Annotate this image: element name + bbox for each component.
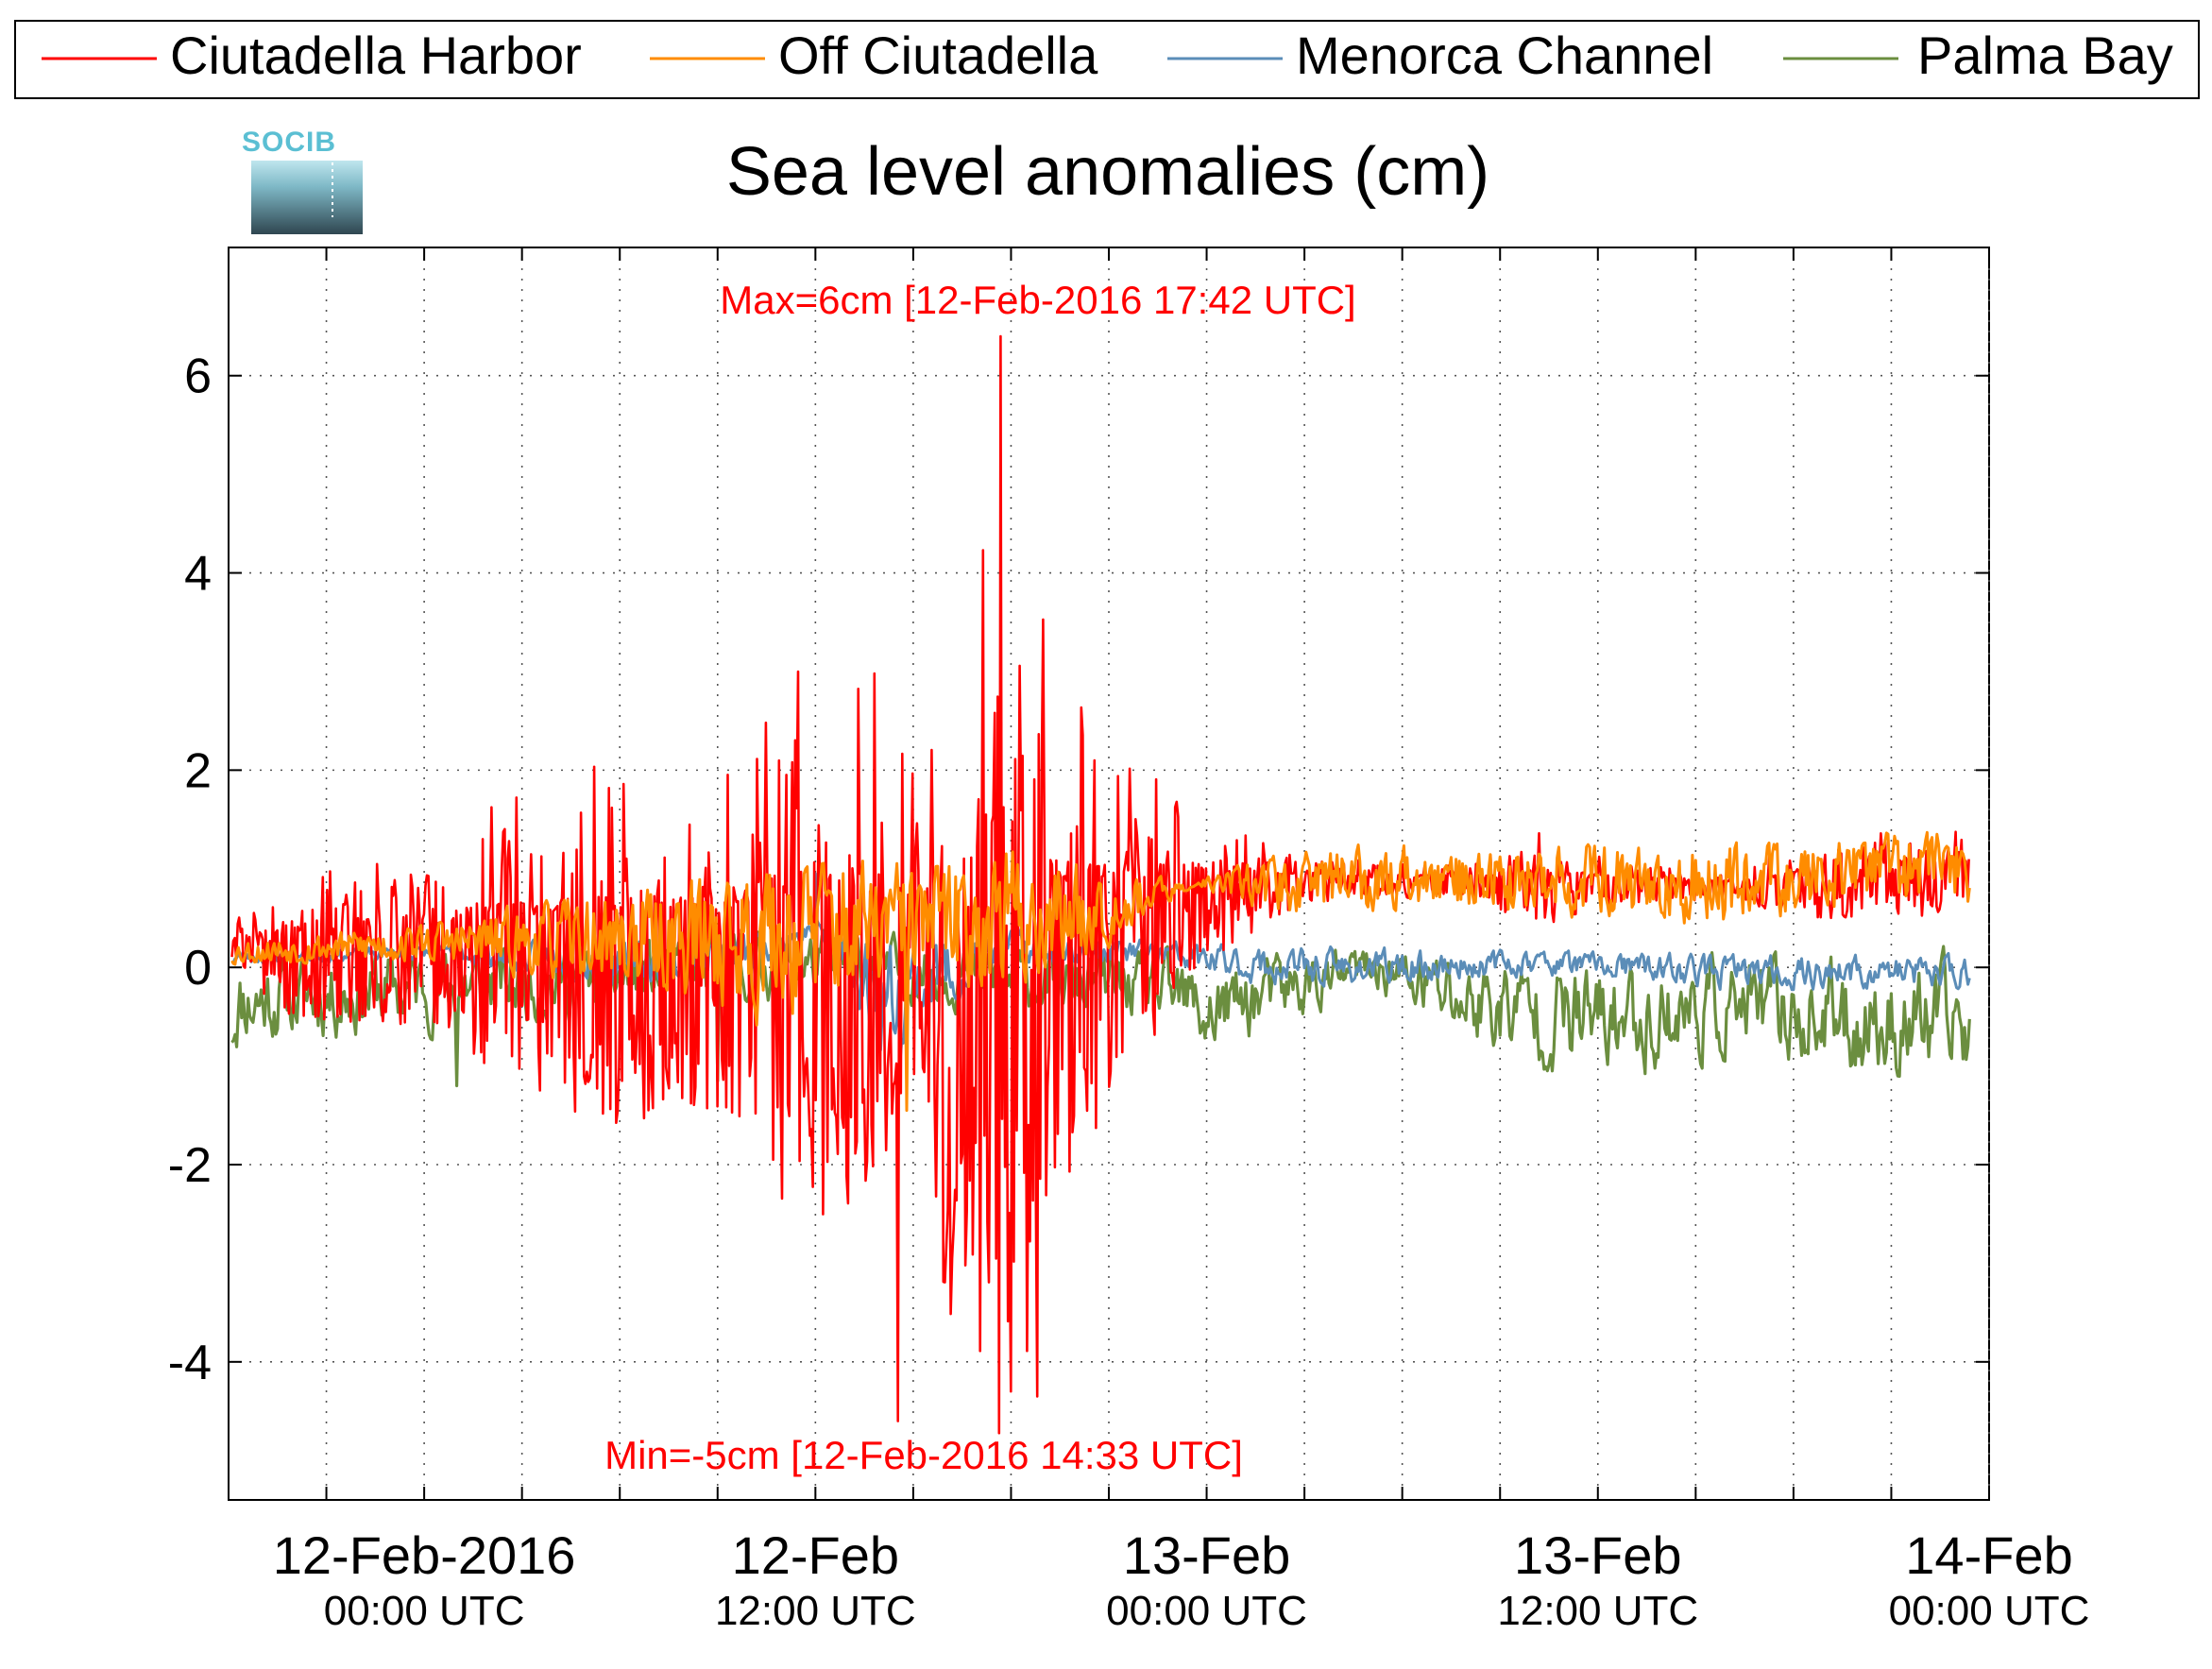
legend-item-palma-bay: Palma Bay [1783, 26, 2173, 85]
y-tick-label: -4 [168, 1336, 212, 1390]
series-lines [230, 334, 1971, 1435]
x-tick-label-time: 00:00 UTC [324, 1588, 525, 1634]
x-tick-label-date: 13-Feb [1514, 1525, 1681, 1585]
x-tick-label-time: 00:00 UTC [1106, 1588, 1307, 1634]
socib-logo: SOCIB [242, 127, 363, 234]
legend-label-ciutadella-harbor: Ciutadella Harbor [170, 26, 582, 85]
x-tick-label-time: 12:00 UTC [1497, 1588, 1698, 1634]
series-line-off-ciutadella [230, 830, 1971, 1113]
legend-item-ciutadella-harbor: Ciutadella Harbor [42, 26, 582, 85]
grid [229, 247, 1990, 1500]
min-annotation: Min=-5cm [12-Feb-2016 14:33 UTC] [604, 1433, 1243, 1477]
chart-title: Sea level anomalies (cm) [726, 134, 1489, 210]
y-tick-label: 4 [184, 547, 212, 602]
x-tick-label-date: 13-Feb [1123, 1525, 1290, 1585]
x-tick-label-date: 14-Feb [1905, 1525, 2072, 1585]
axis-ticks [229, 247, 1990, 1500]
legend-item-menorca-channel: Menorca Channel [1167, 26, 1713, 85]
y-tick-label: 2 [184, 743, 212, 798]
legend: Ciutadella Harbor Off Ciutadella Menorca… [14, 20, 2200, 99]
socib-logo-graphic [251, 161, 363, 234]
legend-label-menorca-channel: Menorca Channel [1296, 26, 1713, 85]
x-tick-label-date: 12-Feb [732, 1525, 899, 1585]
legend-label-off-ciutadella: Off Ciutadella [778, 26, 1098, 85]
socib-logo-text: SOCIB [242, 127, 336, 158]
y-tick-label: 6 [184, 349, 212, 404]
max-annotation: Max=6cm [12-Feb-2016 17:42 UTC] [720, 278, 1355, 322]
y-tick-label: -2 [168, 1138, 212, 1193]
x-tick-label-date: 12-Feb-2016 [273, 1525, 576, 1585]
x-tick-label-time: 12:00 UTC [715, 1588, 916, 1634]
legend-item-off-ciutadella: Off Ciutadella [650, 26, 1098, 85]
legend-label-palma-bay: Palma Bay [1917, 26, 2173, 85]
y-tick-label: 0 [184, 941, 212, 996]
x-tick-label-time: 00:00 UTC [1889, 1588, 2090, 1634]
